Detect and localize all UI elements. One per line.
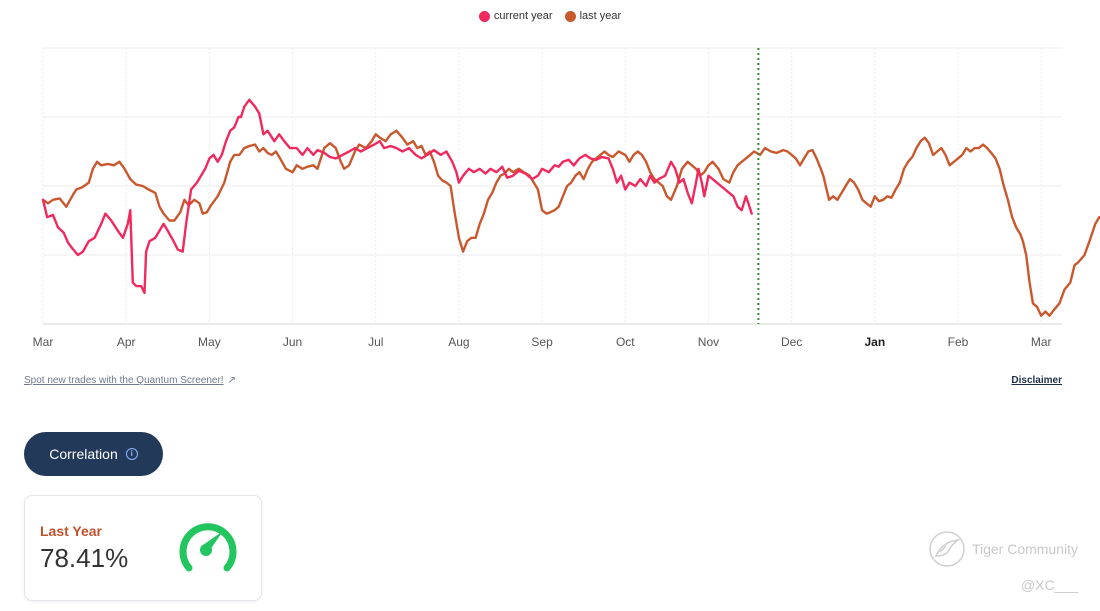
x-tick-label-9: Dec — [781, 335, 802, 349]
legend-label-current-year: current year — [493, 10, 553, 22]
watermark: Tiger Community — [928, 530, 1078, 568]
correlation-button-label: Correlation — [49, 446, 118, 462]
series-line-last-year — [41, 129, 1100, 317]
seasonality-chart[interactable]: Mar Apr May Jun Jul Aug Sep Oct Nov Dec Jan Feb Mar — [0, 40, 1100, 360]
legend-label-last-year: last year — [579, 10, 622, 22]
x-tick-label-10: Jan — [864, 335, 885, 349]
x-tick-label-2: May — [198, 335, 221, 349]
tiger-logo-icon — [929, 531, 965, 567]
correlation-card-value: 78.41% — [40, 543, 129, 573]
x-tick-label-0: Mar — [33, 335, 54, 349]
correlation-card-title: Last Year — [40, 523, 103, 539]
correlation-card: Last Year 78.41% — [24, 495, 262, 601]
legend-swatch-current-year — [478, 10, 490, 22]
speedometer-icon — [179, 523, 237, 572]
x-tick-label-5: Aug — [448, 335, 469, 349]
external-link-icon: ↗ — [227, 375, 236, 386]
disclaimer-link[interactable]: Disclaimer — [1011, 375, 1062, 386]
watermark-brand: Tiger Community — [971, 541, 1078, 557]
legend-swatch-last-year — [564, 10, 576, 22]
legend-item-current-year[interactable]: current year — [478, 10, 553, 22]
series-line-current-year — [41, 98, 753, 295]
quantum-screener-link[interactable]: Spot new trades with the Quantum Screene… — [24, 375, 236, 386]
x-tick-label-12: Mar — [1031, 335, 1052, 349]
x-tick-label-6: Sep — [531, 335, 553, 349]
x-tick-label-3: Jun — [283, 335, 302, 349]
watermark-user: @XC___ — [1020, 577, 1078, 593]
chart-legend: current year last year — [0, 10, 1100, 22]
quantum-screener-link-text: Spot new trades with the Quantum Screene… — [24, 375, 224, 386]
x-tick-label-11: Feb — [948, 335, 969, 349]
correlation-button[interactable]: Correlation i — [24, 432, 163, 476]
x-tick-label-8: Nov — [698, 335, 719, 349]
legend-item-last-year[interactable]: last year — [564, 10, 622, 22]
x-tick-label-4: Jul — [368, 335, 383, 349]
x-tick-label-1: Apr — [117, 335, 136, 349]
info-icon: i — [125, 448, 138, 460]
x-tick-label-7: Oct — [616, 335, 635, 349]
